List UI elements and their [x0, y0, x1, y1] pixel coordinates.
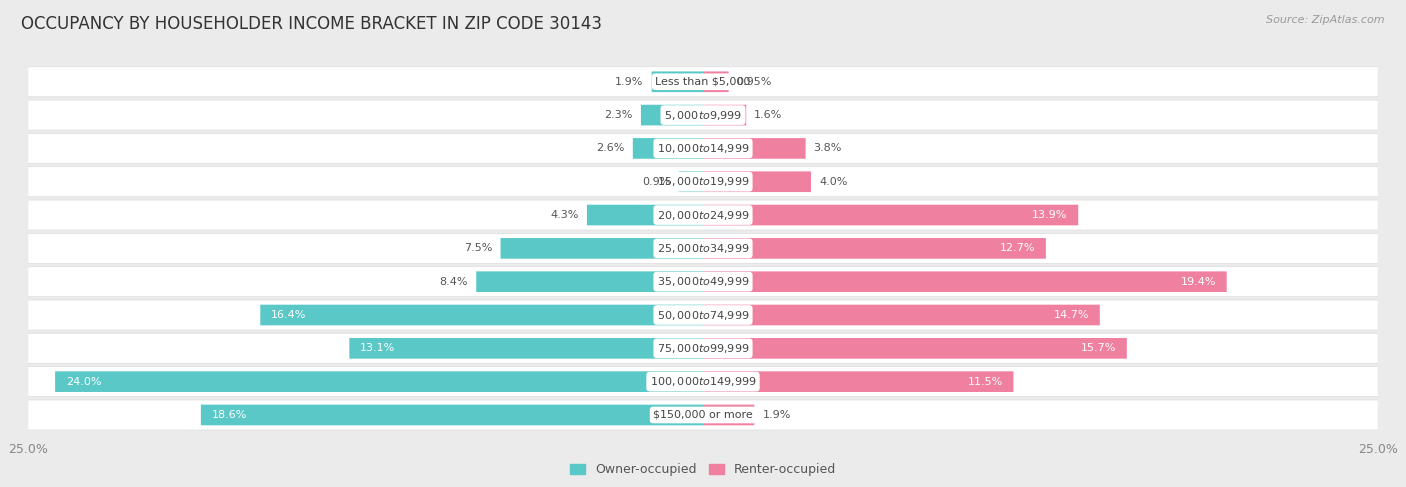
- FancyBboxPatch shape: [703, 238, 1046, 259]
- Text: 2.3%: 2.3%: [605, 110, 633, 120]
- Text: $50,000 to $74,999: $50,000 to $74,999: [657, 308, 749, 321]
- FancyBboxPatch shape: [28, 367, 1378, 396]
- FancyBboxPatch shape: [703, 138, 806, 159]
- Text: 4.0%: 4.0%: [820, 177, 848, 187]
- FancyBboxPatch shape: [28, 133, 1378, 164]
- FancyBboxPatch shape: [703, 305, 1099, 325]
- Text: 1.9%: 1.9%: [616, 77, 644, 87]
- Text: $10,000 to $14,999: $10,000 to $14,999: [657, 142, 749, 155]
- Text: 24.0%: 24.0%: [66, 376, 101, 387]
- Text: 18.6%: 18.6%: [212, 410, 247, 420]
- FancyBboxPatch shape: [633, 138, 703, 159]
- FancyBboxPatch shape: [703, 371, 1014, 392]
- Text: 7.5%: 7.5%: [464, 244, 492, 253]
- Text: 16.4%: 16.4%: [271, 310, 307, 320]
- FancyBboxPatch shape: [477, 271, 703, 292]
- FancyBboxPatch shape: [652, 72, 703, 92]
- FancyBboxPatch shape: [28, 100, 1378, 130]
- Text: 14.7%: 14.7%: [1053, 310, 1090, 320]
- Text: 4.3%: 4.3%: [550, 210, 579, 220]
- Text: $75,000 to $99,999: $75,000 to $99,999: [657, 342, 749, 355]
- FancyBboxPatch shape: [703, 171, 811, 192]
- FancyBboxPatch shape: [586, 205, 703, 225]
- FancyBboxPatch shape: [28, 400, 1378, 430]
- FancyBboxPatch shape: [201, 405, 703, 425]
- Text: 11.5%: 11.5%: [967, 376, 1002, 387]
- FancyBboxPatch shape: [703, 405, 754, 425]
- Text: 15.7%: 15.7%: [1081, 343, 1116, 354]
- Text: 19.4%: 19.4%: [1181, 277, 1216, 287]
- FancyBboxPatch shape: [28, 267, 1378, 297]
- Text: $35,000 to $49,999: $35,000 to $49,999: [657, 275, 749, 288]
- FancyBboxPatch shape: [703, 338, 1126, 358]
- FancyBboxPatch shape: [349, 338, 703, 358]
- FancyBboxPatch shape: [55, 371, 703, 392]
- Text: $25,000 to $34,999: $25,000 to $34,999: [657, 242, 749, 255]
- Text: OCCUPANCY BY HOUSEHOLDER INCOME BRACKET IN ZIP CODE 30143: OCCUPANCY BY HOUSEHOLDER INCOME BRACKET …: [21, 15, 602, 33]
- Text: $20,000 to $24,999: $20,000 to $24,999: [657, 208, 749, 222]
- FancyBboxPatch shape: [28, 167, 1378, 197]
- Text: 0.95%: 0.95%: [737, 77, 772, 87]
- FancyBboxPatch shape: [28, 233, 1378, 263]
- FancyBboxPatch shape: [703, 205, 1078, 225]
- FancyBboxPatch shape: [28, 200, 1378, 230]
- Legend: Owner-occupied, Renter-occupied: Owner-occupied, Renter-occupied: [565, 458, 841, 482]
- FancyBboxPatch shape: [679, 171, 703, 192]
- FancyBboxPatch shape: [28, 333, 1378, 363]
- Text: $5,000 to $9,999: $5,000 to $9,999: [664, 109, 742, 122]
- FancyBboxPatch shape: [641, 105, 703, 126]
- Text: Less than $5,000: Less than $5,000: [655, 77, 751, 87]
- Text: $150,000 or more: $150,000 or more: [654, 410, 752, 420]
- Text: Source: ZipAtlas.com: Source: ZipAtlas.com: [1267, 15, 1385, 25]
- FancyBboxPatch shape: [703, 72, 728, 92]
- Text: 3.8%: 3.8%: [814, 143, 842, 153]
- Text: 13.1%: 13.1%: [360, 343, 395, 354]
- FancyBboxPatch shape: [703, 271, 1226, 292]
- Text: 0.9%: 0.9%: [643, 177, 671, 187]
- FancyBboxPatch shape: [703, 105, 747, 126]
- Text: 13.9%: 13.9%: [1032, 210, 1067, 220]
- FancyBboxPatch shape: [260, 305, 703, 325]
- Text: 12.7%: 12.7%: [1000, 244, 1035, 253]
- FancyBboxPatch shape: [28, 300, 1378, 330]
- Text: 1.9%: 1.9%: [762, 410, 790, 420]
- Text: $15,000 to $19,999: $15,000 to $19,999: [657, 175, 749, 188]
- Text: 2.6%: 2.6%: [596, 143, 624, 153]
- FancyBboxPatch shape: [501, 238, 703, 259]
- Text: $100,000 to $149,999: $100,000 to $149,999: [650, 375, 756, 388]
- Text: 8.4%: 8.4%: [440, 277, 468, 287]
- FancyBboxPatch shape: [28, 67, 1378, 97]
- Text: 1.6%: 1.6%: [754, 110, 783, 120]
